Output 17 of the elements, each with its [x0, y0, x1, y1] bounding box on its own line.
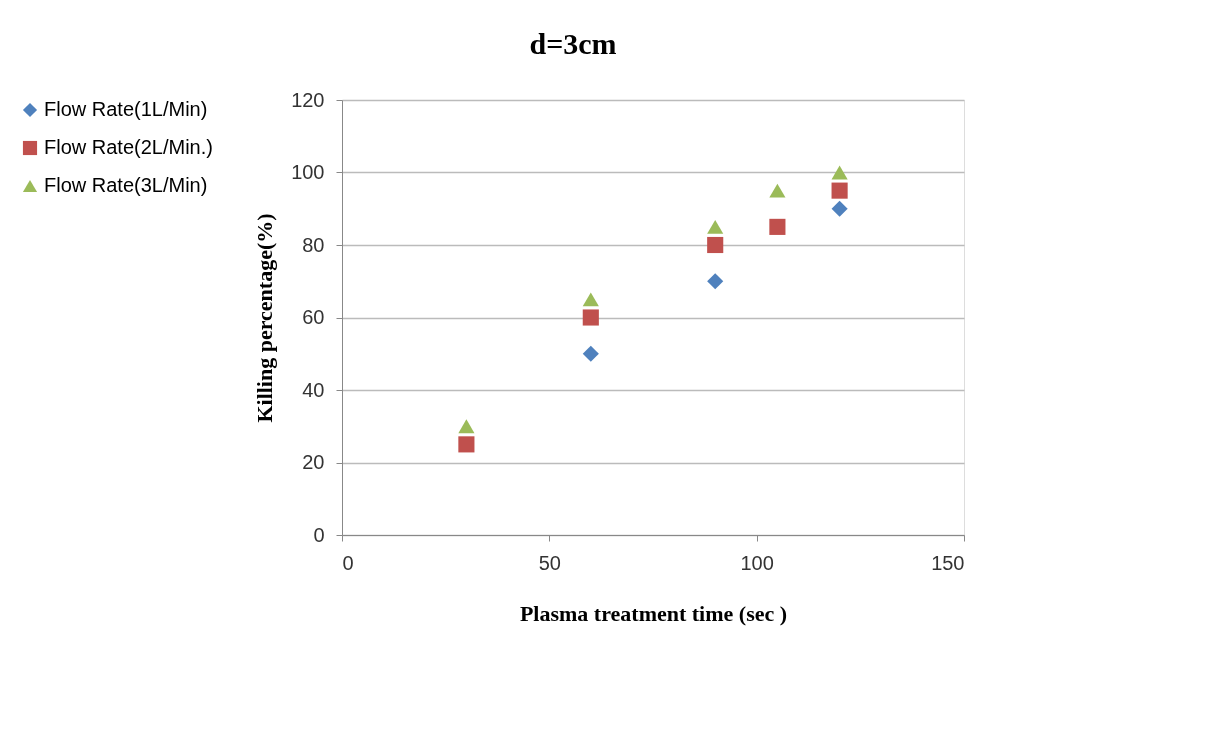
legend-label: Flow Rate(1L/Min) — [44, 98, 208, 120]
x-tick-label: 0 — [342, 551, 354, 574]
x-tick-label: 50 — [538, 551, 561, 574]
legend-label: Flow Rate(3L/Min) — [44, 174, 208, 196]
x-tick-label: 150 — [931, 551, 965, 574]
legend-label: Flow Rate(2L/Min.) — [44, 136, 213, 158]
x-tick-label: 100 — [740, 551, 774, 574]
y-tick-label: 80 — [302, 233, 325, 256]
y-tick-label: 20 — [302, 451, 325, 473]
y-tick-label: 120 — [291, 88, 325, 111]
chart-title: d=3cm — [529, 27, 617, 60]
y-tick-label: 40 — [302, 378, 325, 401]
y-tick-label: 0 — [313, 523, 325, 546]
y-tick-label: 100 — [291, 161, 325, 183]
x-axis-title: Plasma treatment time (sec ) — [519, 600, 788, 626]
y-tick-label: 60 — [302, 306, 325, 328]
y-axis-title: Killing percentage(%) — [252, 213, 278, 423]
